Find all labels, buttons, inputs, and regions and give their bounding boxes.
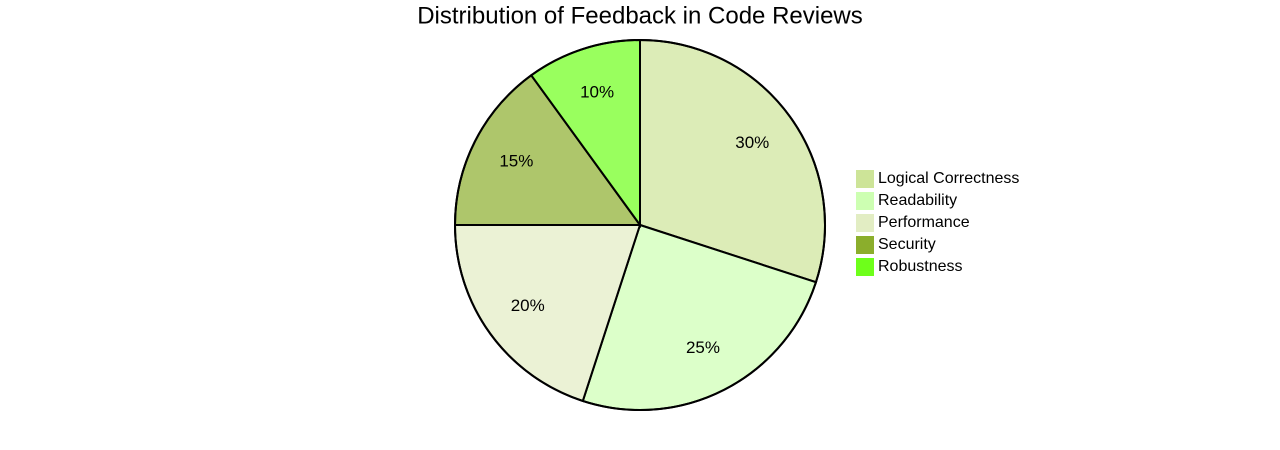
- slice-label: 10%: [580, 83, 614, 102]
- legend-label: Robustness: [878, 258, 963, 275]
- legend-label: Security: [878, 236, 936, 253]
- legend-label: Performance: [878, 214, 970, 231]
- slice-label: 30%: [735, 133, 769, 152]
- legend-swatch: [856, 236, 874, 254]
- chart-title: Distribution of Feedback in Code Reviews: [417, 2, 863, 29]
- pie-outline: [454, 39, 826, 411]
- legend-label: Logical Correctness: [878, 170, 1019, 187]
- legend-swatch: [856, 192, 874, 210]
- slice-label: 20%: [511, 296, 545, 315]
- legend-swatch: [856, 170, 874, 188]
- legend-swatch: [856, 258, 874, 276]
- legend-swatch: [856, 214, 874, 232]
- slice-label: 15%: [499, 151, 533, 170]
- slice-label: 25%: [686, 338, 720, 357]
- legend-label: Readability: [878, 192, 957, 209]
